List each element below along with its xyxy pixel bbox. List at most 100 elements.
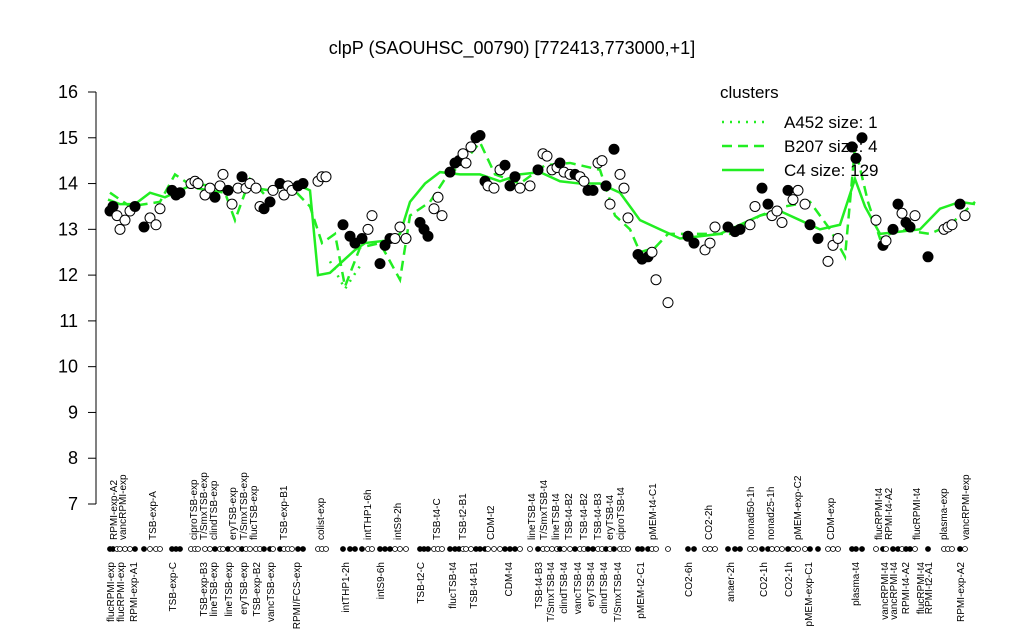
rug-marker	[737, 546, 743, 552]
sample-point	[362, 223, 374, 235]
rug-marker	[517, 546, 523, 552]
rug-marker	[611, 546, 617, 552]
sample-point	[250, 182, 262, 194]
x-label-top: ciproTSB-t4	[616, 487, 627, 540]
sample-point	[150, 219, 162, 231]
x-label-bottom: TSB-t4-B1	[469, 562, 480, 609]
sample-point	[846, 141, 858, 153]
sample-point	[192, 178, 204, 190]
rug-marker	[890, 546, 896, 552]
x-label-bottom: RPMI-exp-A1	[129, 562, 140, 622]
x-label-top: intTHP1-6h	[363, 489, 374, 540]
x-label-bottom: CO2-6h	[684, 562, 695, 597]
sample-point	[776, 216, 788, 228]
x-label-top: eryTSB-t4	[605, 495, 616, 540]
sample-point	[850, 152, 862, 164]
x-label-top: T/SmxTSB-exp	[239, 472, 250, 540]
sample-point	[267, 184, 279, 196]
rug-marker	[382, 546, 388, 552]
x-label-top: CDM-t2	[486, 505, 497, 540]
x-label-top: RPMI-t4-A2	[884, 487, 895, 540]
sample-point	[892, 198, 904, 210]
rug-marker	[261, 546, 267, 552]
rug-marker	[544, 546, 550, 552]
sample-point	[804, 219, 816, 231]
rug-marker	[425, 546, 431, 552]
rug-marker	[759, 546, 765, 552]
rug-marker	[825, 546, 831, 552]
x-label-bottom: flucRPMI-exp	[106, 562, 117, 622]
sample-point	[600, 180, 612, 192]
sample-point	[650, 274, 662, 286]
sample-point	[337, 219, 349, 231]
sample-point	[366, 210, 378, 222]
sample-point	[389, 232, 401, 244]
x-label-bottom: flucRPMI-exp	[116, 562, 127, 622]
x-label-top: TSB-t4-B2	[564, 493, 575, 540]
sample-point	[174, 187, 186, 199]
sample-point	[514, 182, 526, 194]
rug-marker	[377, 546, 383, 552]
x-label-bottom: vancTSB-t4	[573, 562, 584, 615]
rug-marker	[590, 546, 596, 552]
sample-point	[236, 171, 248, 183]
sample-point	[822, 255, 834, 267]
rug-marker	[512, 546, 518, 552]
x-label-top: TSB-t2-B1	[458, 493, 469, 540]
rug-marker	[132, 546, 138, 552]
x-label-top: vancRPMI-exp	[961, 474, 972, 540]
x-label-bottom: flucRPMI-t4	[916, 562, 927, 615]
rug-marker	[195, 546, 201, 552]
sample-point	[222, 184, 234, 196]
rug-marker	[491, 546, 497, 552]
rug-marker	[957, 546, 963, 552]
sample-point	[400, 232, 412, 244]
sample-point	[622, 212, 634, 224]
sample-point	[762, 198, 774, 210]
sample-point	[782, 184, 794, 196]
sample-point	[896, 207, 908, 219]
x-label-top: lineTSB-t4	[527, 493, 538, 540]
rug-marker	[147, 546, 153, 552]
x-label-bottom: CO2-1h	[784, 562, 795, 597]
rug-marker	[585, 546, 591, 552]
x-label-top: RPMI-exp-A2	[109, 480, 120, 540]
rug-marker	[485, 546, 491, 552]
sample-point	[356, 232, 368, 244]
rug-marker	[340, 546, 346, 552]
sample-point	[474, 129, 486, 141]
rug-marker	[207, 546, 213, 552]
x-label-bottom: pMEM-t2-C1	[636, 562, 647, 619]
y-tick-label: 12	[58, 265, 78, 285]
rug-marker	[295, 546, 301, 552]
x-label-top: CDM-exp	[826, 497, 837, 540]
rug-marker	[535, 546, 541, 552]
legend-label: B207 size: 4	[784, 137, 878, 156]
rug-marker	[962, 546, 968, 552]
rug-marker	[439, 546, 445, 552]
rug-marker	[707, 546, 713, 552]
x-label-bottom: plasma-t4	[851, 562, 862, 606]
sample-point	[832, 232, 844, 244]
rug-marker	[815, 546, 821, 552]
rug-marker	[502, 546, 508, 552]
rug-marker	[122, 546, 128, 552]
legend-label: C4 size: 129	[784, 161, 879, 180]
sample-point	[422, 230, 434, 242]
x-label-bottom: TSB-t2-C	[416, 562, 427, 604]
legend-title: clusters	[720, 83, 779, 102]
sample-point	[709, 221, 721, 233]
rug-marker	[117, 546, 123, 552]
rug-marker	[567, 546, 573, 552]
x-label-top: TSB-exp-B1	[279, 485, 290, 540]
sample-point	[509, 171, 521, 183]
rug-marker	[289, 546, 295, 552]
sample-point	[792, 184, 804, 196]
x-label-bottom: T/SmxTSB-t4	[613, 562, 624, 622]
x-label-bottom: vancRPMI-t4	[889, 562, 900, 620]
sample-point	[138, 221, 150, 233]
legend-label: A452 size: 1	[784, 113, 878, 132]
sample-point	[734, 223, 746, 235]
x-label-top: TSB-t4-C	[432, 498, 443, 540]
x-label-bottom: eryTSB-exp	[239, 562, 250, 615]
